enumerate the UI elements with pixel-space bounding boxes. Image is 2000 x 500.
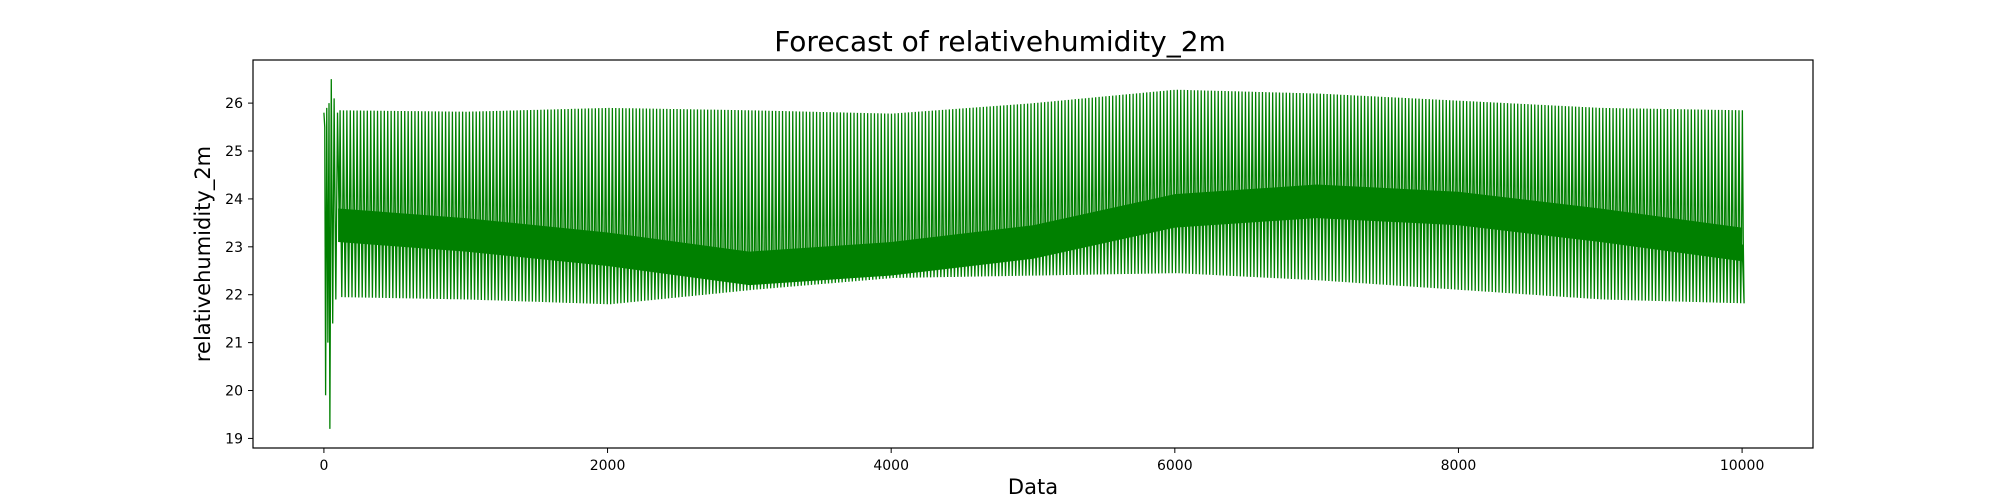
plot-frame bbox=[252, 59, 1814, 449]
x-tick-label: 4000 bbox=[873, 458, 909, 474]
x-tick-label: 2000 bbox=[590, 458, 626, 474]
y-tick-label: 20 bbox=[225, 384, 243, 400]
plot-data bbox=[323, 79, 1745, 429]
y-tick-label: 25 bbox=[225, 144, 243, 160]
x-tick-label: 10000 bbox=[1720, 458, 1765, 474]
x-tick-label: 6000 bbox=[1157, 458, 1193, 474]
y-tick-label: 26 bbox=[225, 96, 243, 112]
y-tick-label: 21 bbox=[225, 336, 243, 352]
y-tick-label: 22 bbox=[225, 288, 243, 304]
y-tick-label: 19 bbox=[225, 431, 243, 447]
x-axis-title: Data bbox=[1008, 475, 1058, 499]
y-tick-label: 23 bbox=[225, 240, 243, 256]
series-dense-band bbox=[338, 184, 1743, 286]
chart-title: Forecast of relativehumidity_2m bbox=[774, 25, 1226, 58]
x-tick-label: 8000 bbox=[1441, 458, 1477, 474]
x-axis: 0 2000 4000 6000 8000 10000 bbox=[319, 448, 1764, 474]
y-tick-label: 24 bbox=[225, 192, 243, 208]
y-axis-title: relativehumidity_2m bbox=[191, 146, 216, 362]
x-tick-label: 0 bbox=[319, 458, 328, 474]
y-axis: 19 20 21 22 23 24 25 26 bbox=[225, 96, 253, 447]
